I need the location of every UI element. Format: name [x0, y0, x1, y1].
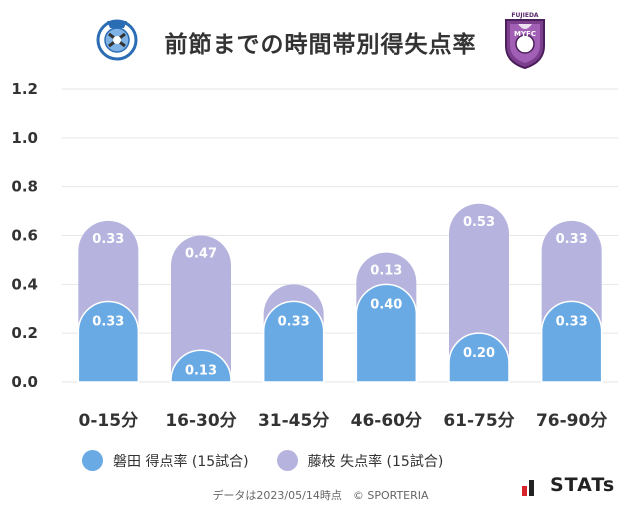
legend-swatch-fujieda — [276, 450, 298, 471]
data-footnote: データは2023/05/14時点 © SPORTERIA — [212, 489, 429, 502]
y-tick-label: 0.2 — [11, 324, 38, 342]
bar-jubilo — [77, 300, 140, 383]
data-label-fujieda: 0.33 — [92, 232, 124, 247]
data-label-jubilo: 0.40 — [370, 297, 402, 312]
data-label-fujieda: 0.47 — [185, 247, 217, 262]
stats-logo: STATs — [522, 474, 615, 496]
x-category-label: 61-75分 — [443, 411, 514, 431]
legend-item-jubilo: 磐田 得点率 (15試合) — [82, 450, 249, 471]
stats-bars-icon — [522, 474, 544, 496]
legend-label-fujieda: 藤枝 失点率 (15試合) — [307, 453, 444, 470]
data-label-jubilo: 0.13 — [185, 363, 217, 378]
x-category-label: 76-90分 — [536, 411, 607, 431]
legend-label-jubilo: 磐田 得点率 (15試合) — [113, 453, 249, 470]
svg-text:FUJIEDA: FUJIEDA — [511, 12, 539, 19]
x-category-label: 16-30分 — [165, 411, 236, 431]
bar-jubilo — [448, 332, 510, 383]
legend-swatch-jubilo — [82, 450, 103, 471]
data-label-fujieda: 0.13 — [370, 264, 402, 279]
legend: 磐田 得点率 (15試合) 藤枝 失点率 (15試合) — [82, 450, 471, 471]
bar-jubilo — [170, 349, 232, 383]
y-tick-label: 0.0 — [11, 373, 38, 391]
y-tick-label: 0.8 — [11, 178, 38, 196]
data-label-fujieda: 0.33 — [556, 232, 588, 247]
x-category-label: 0-15分 — [79, 411, 139, 431]
y-tick-label: 0.6 — [11, 227, 38, 245]
chart-title: 前節までの時間帯別得失点率 — [164, 32, 477, 58]
svg-text:MYFC: MYFC — [514, 30, 536, 38]
stats-brand-text: STATs — [550, 474, 616, 496]
y-tick-label: 1.2 — [11, 80, 38, 98]
bar-jubilo — [262, 300, 325, 383]
y-tick-label: 1.0 — [11, 129, 38, 147]
data-label-jubilo: 0.33 — [278, 314, 310, 329]
legend-item-fujieda: 藤枝 失点率 (15試合) — [276, 450, 444, 471]
jubilo-crest-logo — [96, 19, 138, 61]
fujieda-crest-logo: FUJIEDA MYFC — [505, 12, 545, 70]
data-label-jubilo: 0.33 — [92, 314, 124, 329]
y-tick-label: 0.4 — [11, 275, 38, 293]
x-category-label: 46-60分 — [351, 411, 422, 431]
x-category-label: 31-45分 — [258, 411, 329, 431]
data-label-jubilo: 0.33 — [556, 314, 588, 329]
bar-jubilo — [540, 300, 603, 383]
bar-jubilo — [355, 283, 418, 383]
bar-chart: 0.0 0.2 0.4 0.6 0.8 1.0 1.2 0.33 0.33 0-15分 0.13 0.… — [11, 80, 618, 431]
data-label-jubilo: 0.20 — [463, 346, 495, 361]
bar-fujieda — [171, 235, 232, 382]
data-label-fujieda: 0.53 — [463, 215, 495, 230]
